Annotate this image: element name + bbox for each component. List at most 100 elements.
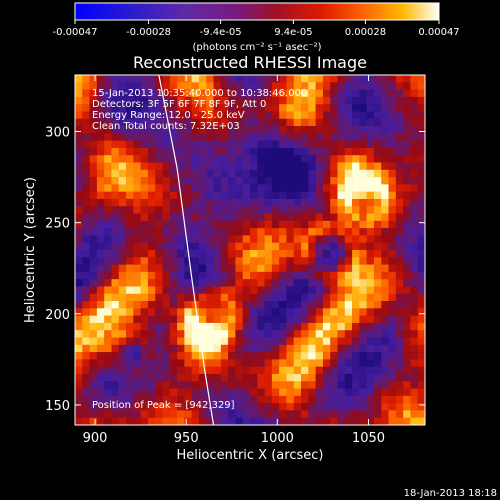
heatmap-cell: [330, 286, 338, 295]
heatmap-cell: [104, 82, 112, 90]
heatmap-cell: [417, 184, 425, 192]
heatmap-cell: [264, 133, 273, 141]
heatmap-cell: [169, 184, 178, 192]
heatmap-cell: [308, 228, 316, 236]
heatmap-cell: [82, 410, 90, 419]
heatmap-cell: [82, 104, 90, 112]
heatmap-cell: [403, 366, 411, 375]
heatmap-cell: [359, 322, 367, 331]
heatmap-cell: [140, 395, 149, 404]
heatmap-cell: [395, 388, 404, 397]
heatmap-cell: [191, 373, 200, 382]
heatmap-cell: [133, 162, 141, 171]
heatmap-cell: [417, 133, 425, 141]
heatmap-cell: [104, 286, 112, 295]
heatmap-cell: [177, 147, 185, 156]
heatmap-cell: [366, 75, 375, 83]
heatmap-cell: [403, 264, 411, 273]
heatmap-cell: [403, 395, 411, 404]
heatmap-cell: [315, 111, 324, 120]
heatmap-cell: [395, 322, 404, 331]
heatmap-cell: [213, 206, 222, 214]
heatmap-cell: [147, 286, 156, 295]
solar-limb-line: [158, 75, 215, 425]
heatmap-cell: [373, 191, 382, 200]
heatmap-cell: [96, 220, 105, 229]
heatmap-cell: [395, 250, 404, 258]
heatmap-cell: [403, 191, 411, 200]
heatmap-cell: [279, 257, 287, 265]
heatmap-cell: [250, 177, 258, 185]
heatmap-cell: [403, 96, 411, 105]
heatmap-cell: [177, 111, 185, 120]
heatmap-cell: [206, 147, 214, 156]
heatmap-cell: [82, 257, 90, 265]
heatmap-cell: [359, 140, 367, 149]
heatmap-cell: [403, 271, 411, 280]
heatmap-cell: [308, 403, 316, 411]
heatmap-cell: [155, 373, 163, 382]
heatmap-cell: [264, 89, 273, 98]
heatmap-cell: [177, 271, 185, 280]
heatmap-cell: [147, 169, 156, 178]
heatmap-cell: [257, 279, 265, 287]
heatmap-cell: [155, 395, 163, 404]
heatmap-cell: [169, 162, 178, 171]
heatmap-cell: [228, 366, 236, 375]
heatmap-cell: [359, 352, 367, 360]
heatmap-cell: [155, 359, 163, 367]
heatmap-cell: [410, 344, 419, 353]
heatmap-cell: [352, 395, 360, 404]
heatmap-cell: [235, 213, 244, 222]
heatmap-cell: [344, 191, 353, 200]
heatmap-cell: [191, 228, 200, 236]
heatmap-cell: [322, 403, 331, 411]
heatmap-cell: [220, 89, 229, 98]
heatmap-cell: [286, 82, 295, 90]
heatmap-cell: [228, 264, 236, 273]
heatmap-cell: [301, 235, 309, 244]
heatmap-cell: [293, 147, 302, 156]
heatmap-cell: [242, 82, 251, 90]
heatmap-cell: [301, 279, 309, 287]
heatmap-cell: [344, 96, 353, 105]
heatmap-cell: [395, 184, 404, 192]
heatmap-cell: [403, 286, 411, 295]
heatmap-cell: [308, 381, 316, 389]
heatmap-cell: [191, 118, 200, 127]
heatmap-cell: [213, 147, 222, 156]
heatmap-cell: [133, 191, 141, 200]
heatmap-cell: [315, 301, 324, 309]
heatmap-cell: [271, 301, 280, 309]
heatmap-cell: [322, 228, 331, 236]
heatmap-cell: [264, 352, 273, 360]
heatmap-cell: [140, 184, 149, 192]
heatmap-cell: [213, 395, 222, 404]
heatmap-cell: [169, 111, 178, 120]
heatmap-cell: [308, 213, 316, 222]
heatmap-cell: [279, 337, 287, 346]
heatmap-cell: [293, 89, 302, 98]
heatmap-cell: [410, 220, 419, 229]
heatmap-cell: [271, 96, 280, 105]
heatmap-cell: [366, 257, 375, 265]
heatmap-cell: [417, 177, 425, 185]
heatmap-cell: [388, 381, 397, 389]
heatmap-cell: [403, 169, 411, 178]
heatmap-cell: [322, 242, 331, 251]
heatmap-cell: [301, 89, 309, 98]
heatmap-cell: [388, 111, 397, 120]
heatmap-cell: [89, 140, 98, 149]
heatmap-cell: [271, 177, 280, 185]
heatmap-cell: [191, 235, 200, 244]
heatmap-cell: [359, 242, 367, 251]
heatmap-cell: [220, 82, 229, 90]
heatmap-cell: [213, 381, 222, 389]
heatmap-cell: [271, 271, 280, 280]
heatmap-cell: [228, 322, 236, 331]
heatmap-cell: [366, 381, 375, 389]
heatmap-cell: [111, 133, 120, 141]
heatmap-cell: [359, 82, 367, 90]
heatmap-cell: [228, 381, 236, 389]
heatmap-cell: [301, 315, 309, 324]
